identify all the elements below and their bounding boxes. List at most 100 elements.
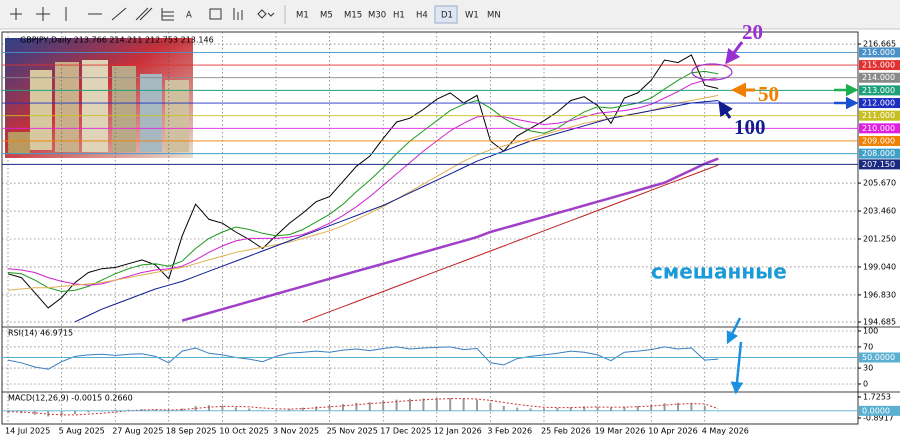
level-label-bg (859, 98, 900, 109)
histogram-bar (208, 405, 210, 411)
level-label-bg (859, 60, 900, 71)
icon-arrows[interactable] (257, 9, 275, 19)
histogram-bar (127, 409, 130, 411)
x-tick-label: 18 Sep 2025 (166, 427, 217, 436)
y-tick-label: 30 (863, 364, 873, 373)
level-label: 50.0000 (862, 353, 895, 362)
histogram-bar (154, 409, 157, 411)
period-button[interactable]: D1 (441, 11, 453, 21)
level-label-bg (859, 135, 900, 146)
histogram-bar (543, 408, 545, 411)
level-label-bg (859, 405, 900, 416)
arrow (730, 341, 744, 395)
x-tick-label: 27 Aug 2025 (112, 427, 163, 436)
histogram-bar (650, 404, 653, 411)
y-tick-label: 194.685 (863, 318, 896, 327)
histogram-bar (462, 398, 465, 411)
arrow (726, 317, 742, 345)
note-roll (82, 60, 108, 152)
level-label: 207.150 (862, 160, 895, 169)
histogram-bar (703, 406, 706, 411)
icon-fibo[interactable] (161, 8, 174, 21)
annotation-text: смешанные (651, 260, 787, 284)
histogram-bar (328, 405, 331, 411)
y-tick-label: 201.250 (863, 234, 896, 243)
x-tick-label: 19 Mar 2026 (595, 427, 646, 436)
coins (8, 132, 30, 154)
period-button[interactable]: MN (487, 11, 501, 21)
period-active (434, 5, 458, 24)
y-tick-label: 196.830 (863, 290, 896, 299)
icon-trend[interactable] (111, 7, 127, 21)
histogram-bar (368, 402, 371, 411)
histogram-bar (382, 400, 385, 411)
histogram-bar (422, 398, 425, 411)
period-button[interactable]: M5 (320, 11, 333, 21)
histogram-bar (596, 406, 599, 411)
highlight-ellipse (691, 63, 733, 81)
period-button[interactable]: W1 (465, 11, 479, 21)
panel: 100 70 30 0 50.0000 RSI(14) 46.9715 (2, 327, 900, 389)
y-tick-label: 216.665 (863, 40, 896, 49)
level-label: 213.000 (862, 86, 895, 95)
histogram-bar (409, 398, 411, 411)
histogram-bar (663, 403, 666, 411)
level-label: 209.000 (862, 136, 895, 145)
histogram-bar (248, 408, 251, 411)
level-label-bg (859, 72, 900, 83)
y-tick-label: 203.460 (863, 207, 896, 216)
histogram-bar (301, 407, 304, 411)
histogram-bar (583, 406, 586, 411)
histogram-bar (476, 399, 478, 411)
icon-cursor[interactable] (10, 8, 22, 20)
level-label: 214.000 (862, 73, 895, 82)
period-button[interactable]: M30 (368, 11, 386, 21)
period-button[interactable]: M15 (344, 11, 362, 21)
ma-label: 100 (734, 115, 766, 139)
histogram-bar (489, 402, 492, 411)
histogram-bar (33, 410, 36, 415)
histogram-bar (141, 409, 143, 411)
icon-crosshair[interactable] (36, 7, 50, 21)
plot: 14 Jul 2025 5 Aug 2025 27 Aug 2025 18 Sep 2… (2, 32, 900, 436)
y-tick-label: -0.8917 (863, 414, 894, 423)
histogram-bar (74, 410, 76, 415)
panel-title: RSI(14) 46.9715 (8, 329, 73, 338)
histogram-bar (395, 399, 398, 411)
plot-border (1, 31, 859, 425)
histogram-bar (677, 402, 679, 411)
histogram-bar (234, 407, 237, 411)
level-label: 215.000 (862, 61, 895, 70)
x-tick-label: 5 Aug 2025 (59, 427, 105, 436)
toolbar-icons: A (10, 5, 286, 24)
y-tick-label: 1.7253 (863, 393, 891, 402)
icon-shapes[interactable] (233, 8, 243, 20)
period-button[interactable]: H1 (393, 11, 405, 21)
histogram-bar (87, 410, 90, 413)
y-tick-label: 199.040 (863, 262, 896, 271)
series-line (7, 346, 719, 370)
level-label: 211.000 (862, 111, 895, 120)
annotations: 20 50 100 смешанные (651, 20, 859, 395)
level-label-bg (859, 110, 900, 121)
y-tick-label: 0 (863, 380, 868, 389)
icon-text[interactable]: A (186, 11, 192, 21)
period-button[interactable]: M1 (296, 11, 309, 21)
histogram-bar (690, 402, 693, 411)
histogram-bar (181, 408, 184, 411)
histogram-bar (569, 407, 572, 411)
note-roll (140, 74, 162, 152)
level-label-bg (859, 148, 900, 159)
y-tick-label: 70 (863, 342, 873, 351)
histogram-bar (342, 404, 344, 411)
series-line (7, 94, 719, 291)
toolbar: A M1 M5 M15 M30 H1 H4 D1 W1 MN (0, 0, 900, 30)
icon-channel[interactable] (135, 7, 153, 21)
arrow (718, 100, 733, 119)
note-roll (112, 66, 136, 152)
period-button[interactable]: H4 (416, 11, 428, 21)
icon-label[interactable] (209, 8, 222, 20)
level-label-bg (859, 85, 900, 96)
